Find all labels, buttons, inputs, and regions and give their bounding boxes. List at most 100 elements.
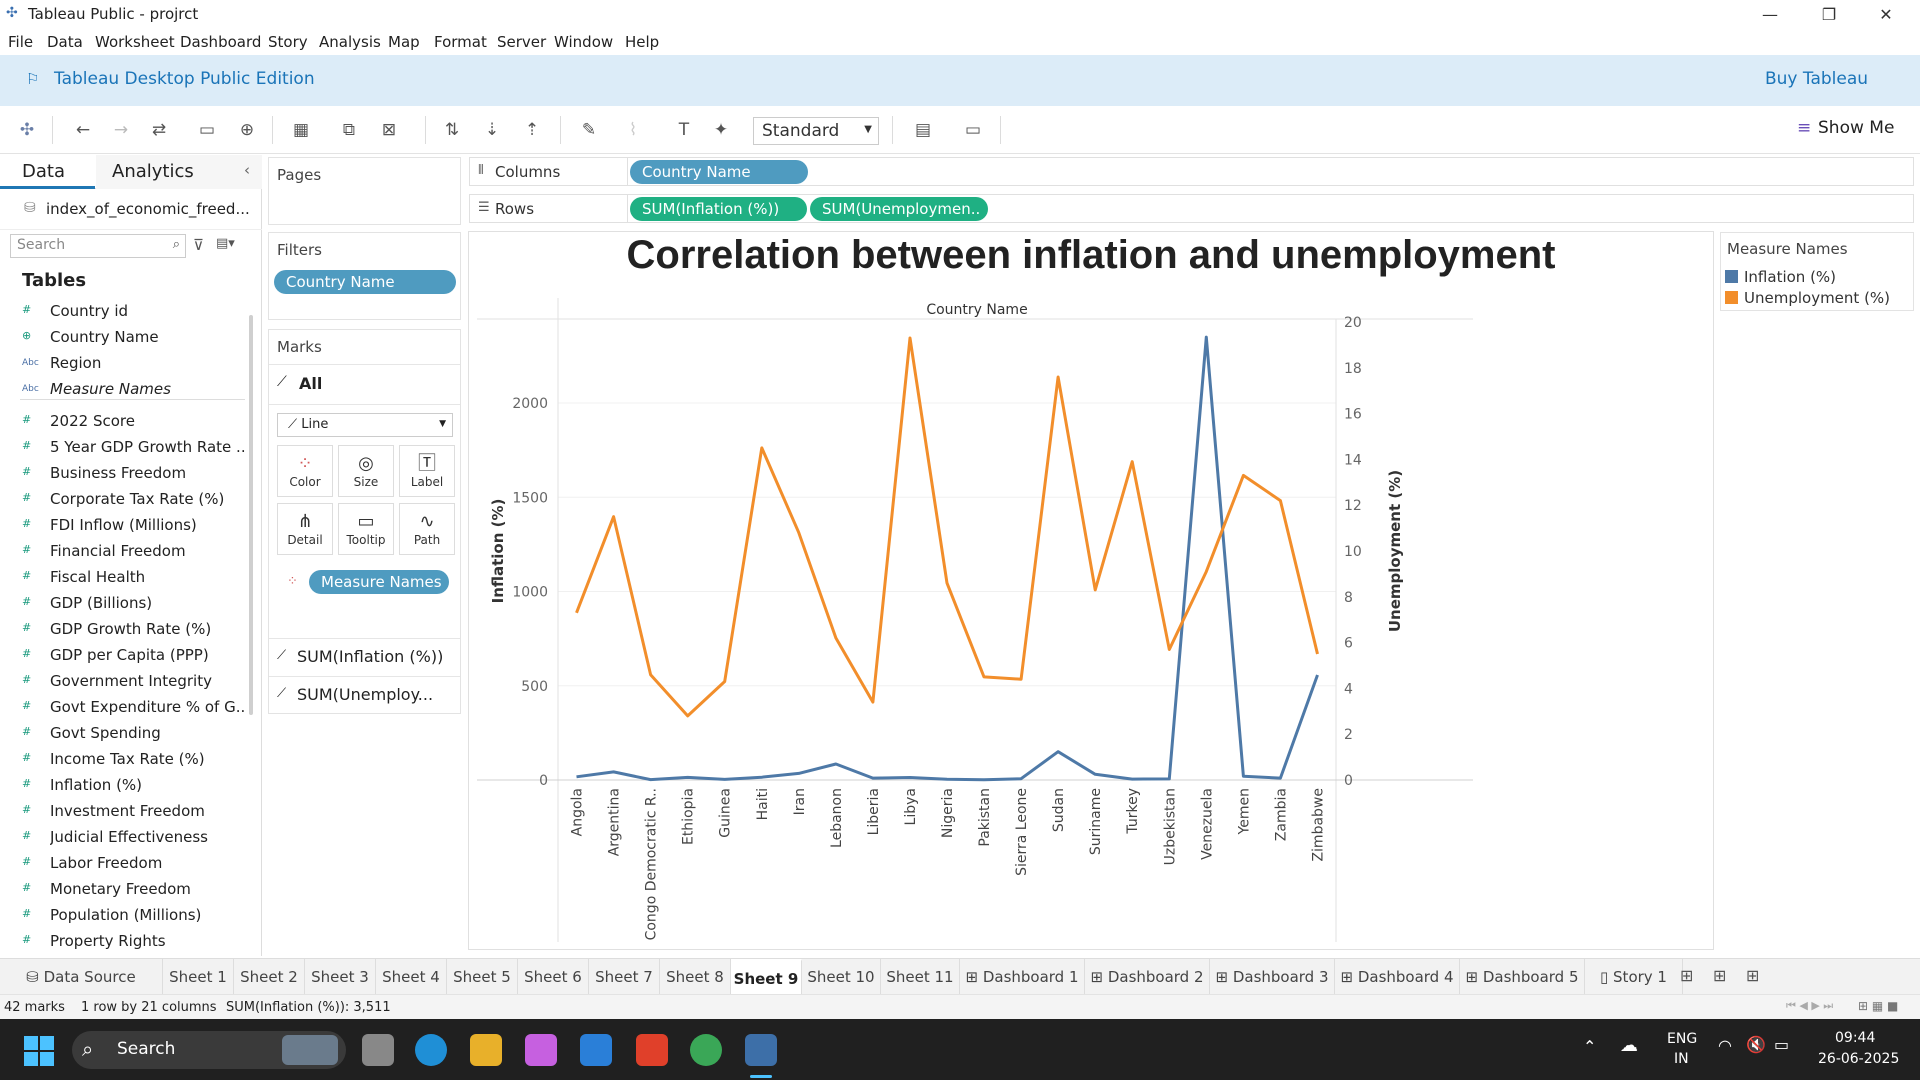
menu-window[interactable]: Window — [554, 33, 614, 51]
close-icon[interactable]: ✕ — [1879, 5, 1893, 24]
field-item[interactable]: #5 Year GDP Growth Rate ... — [0, 435, 245, 461]
windows-start-icon[interactable] — [24, 1036, 54, 1066]
measure-names-color-pill[interactable]: Measure Names — [309, 570, 449, 594]
sheet-tab[interactable]: ⊞ Dashboard 1 — [960, 959, 1085, 994]
undo-icon[interactable]: ← — [75, 120, 91, 140]
new-dashboard-icon[interactable]: ⊞ — [1713, 966, 1727, 985]
battery-icon[interactable]: ▭ — [1774, 1035, 1790, 1054]
sheet-tab[interactable]: Sheet 9 — [731, 959, 802, 994]
group-icon[interactable]: ⌇ — [628, 120, 638, 140]
swap-icon[interactable]: ⇅ — [444, 120, 460, 140]
highlight-icon[interactable]: ✎ — [581, 120, 597, 140]
tooltip-button[interactable]: ▭ Tooltip — [338, 503, 394, 555]
sheet-tab[interactable]: ⊞ Dashboard 3 — [1210, 959, 1335, 994]
buy-tableau-link[interactable]: Buy Tableau — [1765, 69, 1869, 89]
field-item[interactable]: # Government Integrity — [0, 669, 245, 695]
new-story-icon[interactable]: ⊞ — [1746, 966, 1760, 985]
field-item[interactable]: # Monetary Freedom — [0, 877, 245, 903]
sheet-tab[interactable]: ⊞ Dashboard 2 — [1085, 959, 1210, 994]
office-icon[interactable] — [636, 1034, 668, 1066]
tableau-home-icon[interactable]: ✣ — [19, 120, 35, 140]
fit-dropdown[interactable]: Standard ▼ — [753, 117, 879, 145]
path-button[interactable]: ∿ Path — [399, 503, 455, 555]
sheet-tab[interactable]: ⊞ Dashboard 5 — [1460, 959, 1585, 994]
label-button[interactable]: 🅃 Label — [399, 445, 455, 497]
field-item[interactable]: # Inflation (%) — [0, 773, 245, 799]
pages-shelf[interactable]: Pages — [268, 157, 461, 225]
field-item[interactable]: # Labor Freedom — [0, 851, 245, 877]
task-view-icon[interactable] — [362, 1034, 394, 1066]
color-legend[interactable] — [1720, 232, 1914, 311]
field-item[interactable]: # GDP per Capita (PPP) — [0, 643, 245, 669]
field-item[interactable]: # Corporate Tax Rate (%) — [0, 487, 245, 513]
field-item[interactable]: Abc Region — [0, 351, 245, 377]
search-input[interactable]: Search ⌕ — [10, 234, 186, 258]
onedrive-icon[interactable]: ☁ — [1620, 1035, 1638, 1056]
field-item[interactable]: # Business Freedom — [0, 461, 245, 487]
sheet-tab[interactable]: Sheet 5 — [447, 959, 518, 994]
duplicate-sheet-icon[interactable]: ⧉ — [342, 120, 356, 140]
replay-icon[interactable]: ⇄ — [151, 120, 167, 140]
detail-button[interactable]: ⋔ Detail — [277, 503, 333, 555]
field-item[interactable]: # Govt Expenditure % of G... — [0, 695, 245, 721]
presentation-icon[interactable]: ▭ — [964, 120, 982, 140]
field-item[interactable]: # GDP Growth Rate (%) — [0, 617, 245, 643]
field-item[interactable]: # Fiscal Health — [0, 565, 245, 591]
view-grid-icons[interactable]: ⊞ ▦ ■ — [1858, 999, 1899, 1013]
pin-icon[interactable]: ✦ — [713, 120, 729, 140]
language-label[interactable]: ENG — [1667, 1031, 1698, 1047]
sheet-tab[interactable]: Sheet 7 — [589, 959, 660, 994]
new-worksheet-icon[interactable]: ▦ — [292, 120, 310, 140]
mark-type-dropdown[interactable]: ⟋ Line ▼ — [277, 413, 453, 437]
copilot-icon[interactable] — [525, 1034, 557, 1066]
sort-descending-icon[interactable]: ⇡ — [524, 120, 540, 140]
menu-map[interactable]: Map — [388, 33, 420, 51]
menu-format[interactable]: Format — [434, 33, 487, 51]
legend-item-inflation[interactable]: Inflation (%) — [1725, 268, 1836, 286]
clock-date[interactable]: 26-06-2025 — [1818, 1051, 1900, 1067]
menu-data[interactable]: Data — [47, 33, 83, 51]
menu-dashboard[interactable]: Dashboard — [180, 33, 262, 51]
sheet-tab[interactable]: Sheet 11 — [881, 959, 960, 994]
sheet-tab[interactable]: Sheet 4 — [376, 959, 447, 994]
field-list-scrollbar[interactable] — [249, 315, 253, 715]
menu-analysis[interactable]: Analysis — [319, 33, 381, 51]
chrome-icon[interactable] — [690, 1034, 722, 1066]
minimize-icon[interactable]: — — [1762, 5, 1778, 24]
clock-time[interactable]: 09:44 — [1835, 1030, 1876, 1046]
menu-story[interactable]: Story — [268, 33, 308, 51]
field-item[interactable]: # Investment Freedom — [0, 799, 245, 825]
taskbar-search[interactable]: ⌕ Search — [72, 1031, 346, 1069]
field-item[interactable]: Abc Measure Names — [0, 377, 245, 403]
sheet-tab[interactable]: Sheet 10 — [802, 959, 881, 994]
rows-pill-inflation[interactable]: SUM(Inflation (%)) — [630, 197, 807, 221]
marks-all-label[interactable]: All — [299, 374, 323, 393]
marks-unemployment-row[interactable]: ⟋ SUM(Unemploy... — [269, 680, 460, 712]
filter-icon[interactable]: ⊽ — [193, 236, 204, 254]
menu-file[interactable]: File — [8, 33, 34, 51]
tab-data[interactable]: Data — [0, 155, 95, 189]
legend-item-unemployment[interactable]: Unemployment (%) — [1725, 289, 1890, 307]
sheet-tab[interactable]: Sheet 2 — [234, 959, 305, 994]
sheet-tab[interactable]: Sheet 1 — [163, 959, 234, 994]
show-cards-icon[interactable]: ▤ — [914, 120, 932, 140]
menu-server[interactable]: Server — [497, 33, 547, 51]
edge-icon[interactable] — [415, 1034, 447, 1066]
field-item[interactable]: # Income Tax Rate (%) — [0, 747, 245, 773]
restore-icon[interactable]: ❐ — [1821, 5, 1837, 24]
field-item[interactable]: # GDP (Billions) — [0, 591, 245, 617]
sheet-tab[interactable]: ⛁ Data Source — [0, 959, 163, 994]
rows-shelf[interactable]: ☰ Rows SUM(Inflation (%)) SUM(Unemployme… — [469, 194, 1914, 223]
filters-shelf[interactable]: Filters Country Name — [268, 232, 461, 320]
field-item[interactable]: # Judicial Effectiveness — [0, 825, 245, 851]
datasource-row[interactable]: ⛁ index_of_economic_freed... — [0, 190, 262, 230]
clear-sheet-icon[interactable]: ⊠ — [381, 120, 397, 140]
field-item[interactable]: # Property Rights — [0, 929, 245, 955]
columns-shelf[interactable]: ⦀ Columns Country Name — [469, 157, 1914, 186]
wifi-icon[interactable]: ◠ — [1718, 1036, 1732, 1055]
tableau-taskbar-icon[interactable] — [745, 1034, 777, 1066]
marks-inflation-row[interactable]: ⟋ SUM(Inflation (%)) — [269, 642, 460, 674]
new-worksheet-icon[interactable]: ⊞ — [1680, 966, 1694, 985]
sheet-tab[interactable]: ⊞ Dashboard 4 — [1335, 959, 1460, 994]
redo-icon[interactable]: → — [113, 120, 129, 140]
